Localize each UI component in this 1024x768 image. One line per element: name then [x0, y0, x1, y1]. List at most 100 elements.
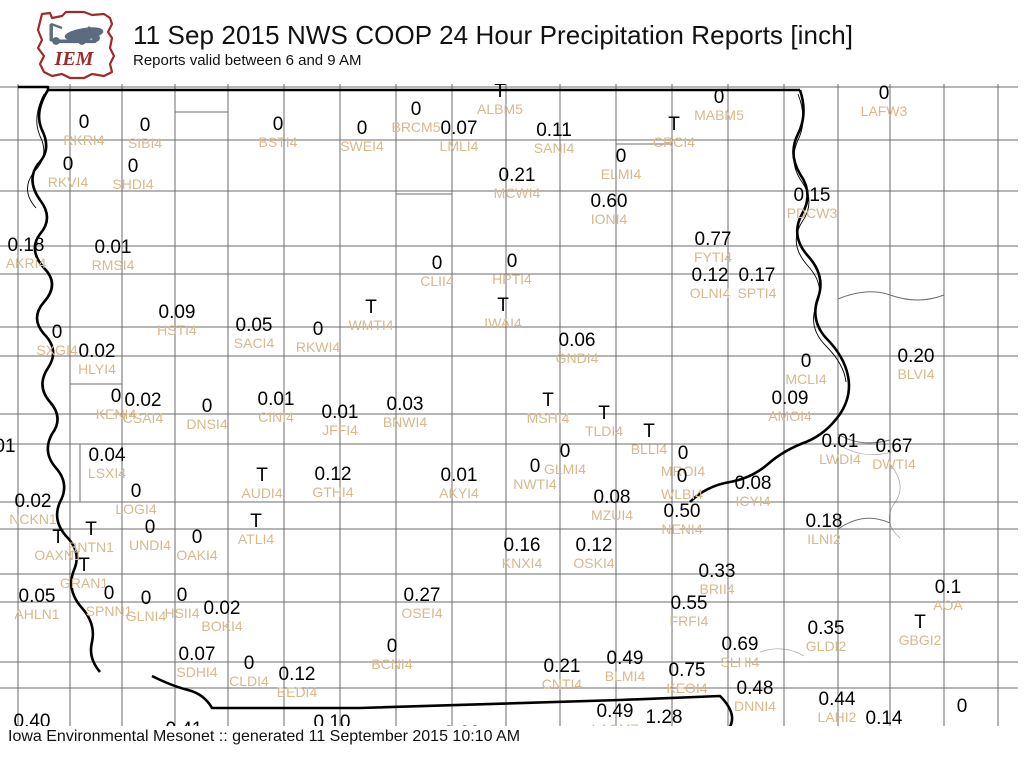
- station-plot: 0.01 AKYI4: [419, 466, 499, 501]
- station-id: GLDI2: [805, 638, 847, 654]
- station-id: PDCW3: [786, 205, 838, 221]
- station-value: 0.69: [721, 634, 759, 655]
- station-value: 0.27: [403, 585, 441, 606]
- station-plot: 0 RKRI4: [44, 113, 124, 148]
- station-value: 0: [272, 114, 284, 135]
- station-id: LWDI4: [819, 451, 861, 467]
- station-plot: 0 LAFW3: [844, 84, 924, 119]
- station-id: BNWI4: [382, 414, 428, 430]
- station-id: IONI4: [590, 211, 628, 227]
- station-id: SACI4: [233, 335, 275, 351]
- station-value: T: [256, 465, 268, 486]
- station-id: MZUI4: [591, 507, 633, 523]
- station-id: SLHI4: [720, 654, 760, 670]
- map-canvas[interactable]: 0 BRCM5 T ALBM5 0 MABM5 0 LAFW3 0 RKRI4 0 SIBI4 0 BST…: [0, 84, 1024, 730]
- station-id: NENI4: [661, 521, 703, 537]
- station-plot: 0.12 OSKI4: [554, 536, 634, 571]
- station-value: 0: [140, 588, 152, 609]
- station-id: LSXI4: [87, 465, 127, 481]
- station-value: 0: [956, 696, 968, 717]
- station-value: 0.09: [771, 388, 809, 409]
- station-plot: 0 SXGI4: [17, 323, 97, 358]
- station-value: 0.75: [668, 660, 706, 681]
- station-id: BRCM5: [391, 119, 441, 135]
- station-plot: 0.03 BNWI4: [365, 395, 445, 430]
- station-value: 0: [529, 456, 541, 477]
- station-id: TLDI4: [584, 423, 624, 439]
- station-plot: 0 HPTI4: [472, 252, 552, 287]
- station-value: 0: [713, 87, 725, 108]
- station-value: 0.21: [498, 165, 536, 186]
- station-value: 0: [103, 583, 115, 604]
- station-id: ELMI4: [600, 166, 642, 182]
- station-id: OAKI4: [176, 547, 218, 563]
- station-value: T: [914, 612, 926, 633]
- station-id: JFFI4: [322, 422, 358, 438]
- station-value: 0: [62, 154, 74, 175]
- station-value: 0.55: [670, 593, 708, 614]
- station-plot: 0.08 ICYI4: [713, 474, 793, 509]
- station-id: SPTI4: [737, 285, 777, 301]
- station-value: 0: [386, 636, 398, 657]
- station-id: UNDI4: [128, 537, 171, 553]
- station-id: LACM7: [575, 722, 655, 731]
- station-plot: T BNTN1: [51, 520, 131, 555]
- station-plot: T GBGI2: [880, 613, 960, 648]
- station-id: RMSI4: [91, 257, 135, 273]
- station-id: CSAI4: [122, 410, 164, 426]
- station-id: CRCI4: [652, 134, 695, 150]
- station-plot: 0.60 IONI4: [569, 192, 649, 227]
- logo-text: IEM: [54, 48, 95, 70]
- station-value: 0.67: [875, 436, 913, 457]
- station-plot: 0 ELMI4: [581, 147, 661, 182]
- station-plot: 0 HSII4: [142, 586, 222, 621]
- station-plot: 0 SHDI4: [93, 157, 173, 192]
- station-plot: 0.12 BEDI4: [257, 665, 337, 700]
- station-plot: 0.07 SDHI4: [157, 645, 237, 680]
- station-plot: 0 GLMI4: [525, 442, 605, 477]
- station-id: GRAN1: [59, 575, 109, 591]
- iem-logo: IEM: [22, 8, 132, 82]
- station-plot: 0.44 LAHI2: [797, 690, 877, 725]
- station-plot: 0.17 SPTI4: [717, 266, 797, 301]
- station-id: KENI4: [95, 406, 137, 422]
- station-id: AKRI4: [5, 255, 47, 271]
- station-id: ALBM5: [477, 101, 523, 117]
- station-value: 0.21: [543, 656, 581, 677]
- station-value: T: [598, 403, 610, 424]
- station-id: BSTI4: [258, 134, 298, 150]
- station-plot: 0.11 SANI4: [514, 121, 594, 156]
- station-value: T: [85, 519, 97, 540]
- map-boundaries: [0, 84, 1018, 730]
- station-plot: 0.55 FRFI4: [649, 594, 729, 629]
- station-plot: 0.10: [292, 713, 372, 730]
- station-id: BOKI4: [201, 618, 243, 634]
- station-plot: 0 DNSI4: [167, 397, 247, 432]
- station-plot: 0.21 MCWI4: [477, 166, 557, 201]
- station-id: LMLI4: [439, 138, 479, 154]
- station-value: 0.33: [698, 561, 736, 582]
- station-plot: 0.69 SLHI4: [700, 635, 780, 670]
- station-value: T: [78, 555, 90, 576]
- station-value: 0: [559, 441, 571, 462]
- station-value: 0.40: [13, 711, 51, 730]
- station-value: 0: [176, 585, 188, 606]
- station-id: RKVI4: [47, 174, 89, 190]
- station-id: LAFW3: [860, 103, 908, 119]
- station-plot: 0.77 FYTI4: [673, 230, 753, 265]
- station-plot: 0 KENI4: [76, 387, 156, 422]
- station-id: NCKN1: [9, 511, 57, 527]
- station-id: AKYI4: [439, 485, 479, 501]
- station-id: GLMI4: [543, 461, 586, 477]
- station-plot: 0.67 DWTI4: [854, 437, 934, 472]
- county-lines: [0, 84, 1018, 730]
- station-plot: T GRAN1: [44, 556, 124, 591]
- station-plot: 0: [922, 697, 1002, 717]
- station-value: 0.04: [88, 445, 126, 466]
- station-id: OSEI4: [401, 605, 443, 621]
- footer-caption: Iowa Environmental Mesonet :: generated …: [8, 728, 521, 745]
- station-id: KEOI4: [666, 680, 708, 696]
- station-value: 0: [139, 115, 151, 136]
- station-plot: 0 SPNN1: [69, 584, 149, 619]
- station-value: 0.49: [606, 648, 644, 669]
